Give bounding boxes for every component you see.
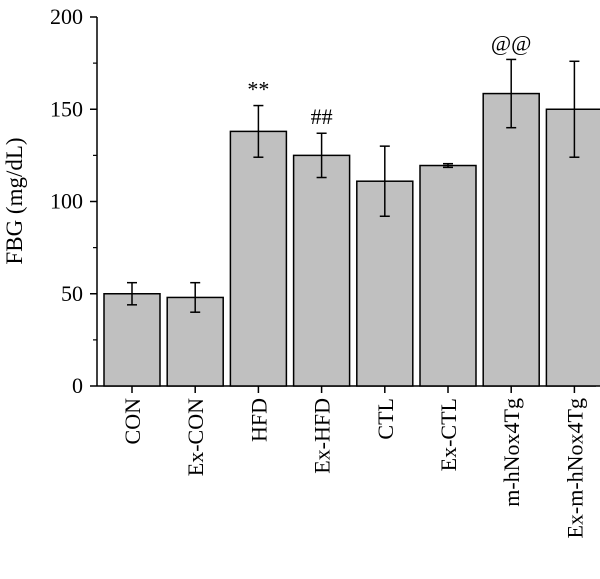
x-tick-label: CTL xyxy=(373,398,398,440)
x-tick-label: Ex-HFD xyxy=(310,398,335,474)
x-tick-label: HFD xyxy=(246,398,271,442)
x-tick-label: Ex-m-hNox4Tg xyxy=(562,398,587,539)
plot-area: ** ## @@ 0 50 100 150 200 CON Ex-CON HFD Ex-HFD CT… xyxy=(50,4,600,539)
x-tick-label: m-hNox4Tg xyxy=(499,398,524,507)
y-ticks: 0 50 100 150 200 xyxy=(50,4,97,398)
x-ticks: CON Ex-CON HFD Ex-HFD CTL Ex-CTL m-hNox4Tg Ex-m… xyxy=(120,386,587,539)
bars: ** ## @@ xyxy=(103,30,600,387)
bar xyxy=(545,108,600,387)
y-tick-label: 200 xyxy=(50,4,83,29)
x-tick-label: Ex-CTL xyxy=(436,398,461,471)
significance-label: ** xyxy=(247,77,269,102)
y-axis-label: FBG (mg/dL) xyxy=(2,137,27,264)
bar xyxy=(292,154,351,387)
significance-label: ## xyxy=(311,104,333,129)
bar xyxy=(229,130,288,387)
y-tick-label: 100 xyxy=(50,189,83,214)
y-tick-label: 150 xyxy=(50,96,83,121)
bar xyxy=(419,164,477,387)
y-tick-label: 0 xyxy=(72,373,83,398)
x-tick-label: CON xyxy=(120,398,145,445)
bar xyxy=(482,92,540,387)
y-tick-label: 50 xyxy=(61,281,83,306)
significance-label: @@ xyxy=(491,30,532,55)
x-tick-label: Ex-CON xyxy=(183,398,208,476)
bar xyxy=(103,293,161,387)
